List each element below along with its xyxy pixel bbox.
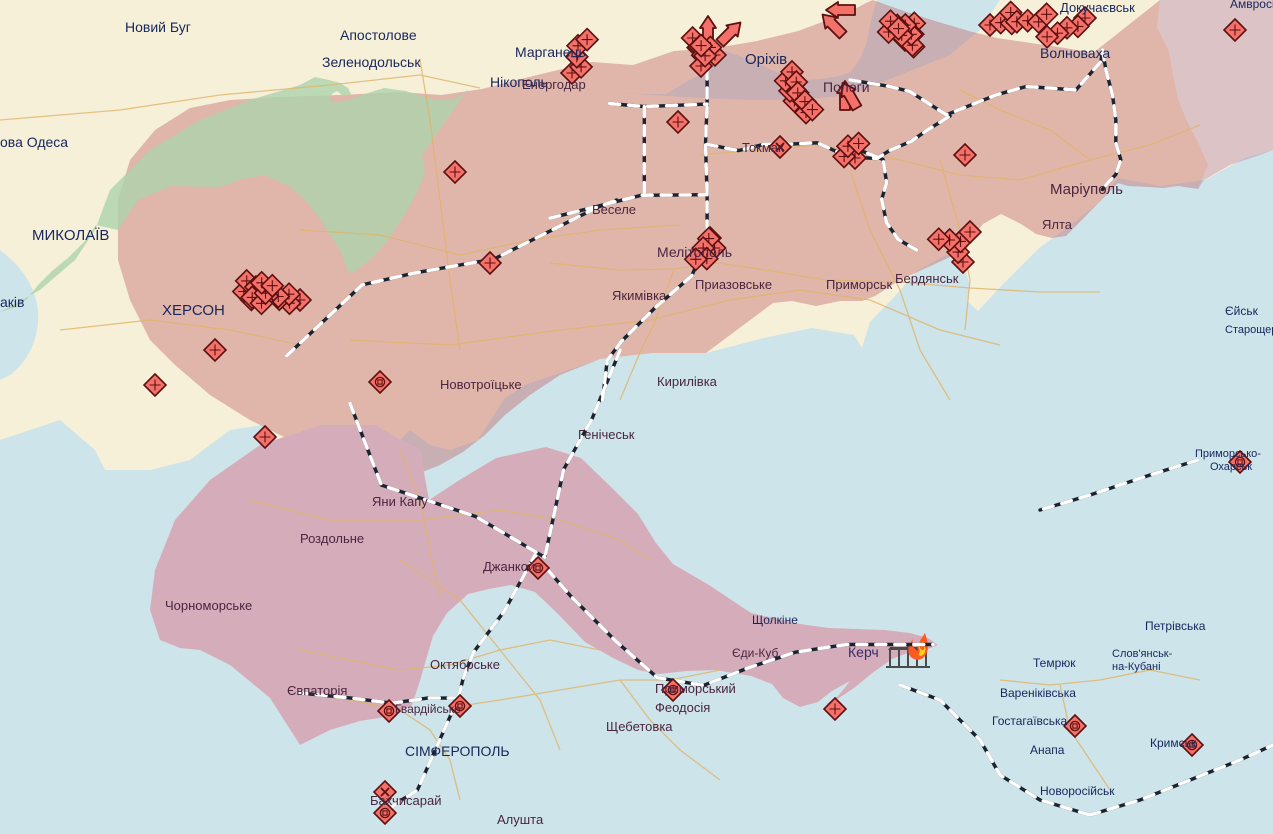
svg-text:Щолкіне: Щолкіне bbox=[752, 613, 798, 627]
svg-text:на-Кубані: на-Кубані bbox=[1112, 661, 1161, 673]
svg-text:Темрюк: Темрюк bbox=[1033, 656, 1076, 670]
svg-text:Гвардійське: Гвардійське bbox=[395, 702, 461, 716]
svg-text:ова Одеса: ова Одеса bbox=[0, 134, 68, 150]
svg-text:Єйськ: Єйськ bbox=[1225, 304, 1259, 318]
svg-text:Щебетовка: Щебетовка bbox=[606, 719, 673, 734]
svg-text:аків: аків bbox=[0, 294, 24, 310]
svg-text:Оріхів: Оріхів bbox=[745, 51, 787, 68]
svg-text:Новоросійськ: Новоросійськ bbox=[1040, 784, 1115, 798]
svg-text:МИКОЛАЇВ: МИКОЛАЇВ bbox=[32, 227, 109, 244]
svg-text:Чорноморське: Чорноморське bbox=[165, 598, 252, 613]
svg-text:Мелітополь: Мелітополь bbox=[657, 244, 732, 260]
svg-text:Вареніківська: Вареніківська bbox=[1000, 686, 1076, 700]
svg-text:Євпаторія: Євпаторія bbox=[287, 683, 347, 698]
svg-text:Пологи: Пологи bbox=[823, 79, 870, 95]
svg-text:Токмак: Токмак bbox=[742, 140, 784, 155]
svg-text:Анапа: Анапа bbox=[1030, 743, 1065, 757]
svg-text:Кирилівка: Кирилівка bbox=[657, 374, 718, 389]
svg-text:Маріуполь: Маріуполь bbox=[1050, 181, 1123, 198]
svg-text:Приморсько-: Приморсько- bbox=[1195, 448, 1261, 460]
svg-text:Докучаєвськ: Докучаєвськ bbox=[1060, 0, 1135, 15]
svg-text:Октябрське: Октябрське bbox=[430, 657, 500, 672]
svg-text:Керч: Керч bbox=[848, 644, 879, 660]
svg-text:Джанкой: Джанкой bbox=[483, 559, 535, 574]
svg-text:Зеленодольськ: Зеленодольськ bbox=[322, 54, 421, 70]
svg-text:Апостолове: Апостолове bbox=[340, 27, 417, 43]
svg-text:Новотроїцьке: Новотроїцьке bbox=[440, 377, 522, 392]
svg-text:Приазовське: Приазовське bbox=[695, 277, 772, 292]
svg-text:Яни Капу: Яни Капу bbox=[372, 494, 428, 509]
svg-text:Енергодар: Енергодар bbox=[522, 77, 586, 92]
svg-text:Охарськ: Охарськ bbox=[1210, 461, 1252, 473]
svg-text:ХЕРСОН: ХЕРСОН bbox=[162, 302, 225, 319]
svg-text:Слов'янськ-: Слов'янськ- bbox=[1112, 648, 1173, 660]
svg-text:Феодосія: Феодосія bbox=[655, 700, 710, 715]
svg-text:Веселе: Веселе bbox=[592, 202, 636, 217]
svg-text:Петрівська: Петрівська bbox=[1145, 619, 1206, 633]
svg-text:Амвросіївка: Амвросіївка bbox=[1230, 0, 1273, 11]
svg-text:Роздольне: Роздольне bbox=[300, 531, 364, 546]
svg-text:Волноваха: Волноваха bbox=[1040, 45, 1110, 61]
svg-text:Алушта: Алушта bbox=[497, 812, 544, 827]
svg-text:Генічеськ: Генічеськ bbox=[578, 427, 635, 442]
svg-text:Бахчисарай: Бахчисарай bbox=[370, 793, 441, 808]
svg-text:Якимівка: Якимівка bbox=[612, 288, 667, 303]
svg-text:Приморський: Приморський bbox=[655, 681, 736, 696]
svg-text:Єди-Куб: Єди-Куб bbox=[732, 646, 778, 660]
svg-text:Старощербинівка: Старощербинівка bbox=[1225, 324, 1273, 336]
svg-text:Бердянськ: Бердянськ bbox=[895, 271, 959, 286]
svg-text:Новий Буг: Новий Буг bbox=[125, 19, 191, 35]
svg-text:Ялта: Ялта bbox=[1042, 217, 1073, 232]
svg-text:Кримськ: Кримськ bbox=[1150, 736, 1197, 750]
svg-text:СІМФЕРОПОЛЬ: СІМФЕРОПОЛЬ bbox=[405, 743, 510, 759]
svg-text:Гостагаївська: Гостагаївська bbox=[992, 714, 1068, 728]
svg-text:Приморськ: Приморськ bbox=[826, 277, 893, 292]
svg-text:Марганець: Марганець bbox=[515, 44, 586, 60]
